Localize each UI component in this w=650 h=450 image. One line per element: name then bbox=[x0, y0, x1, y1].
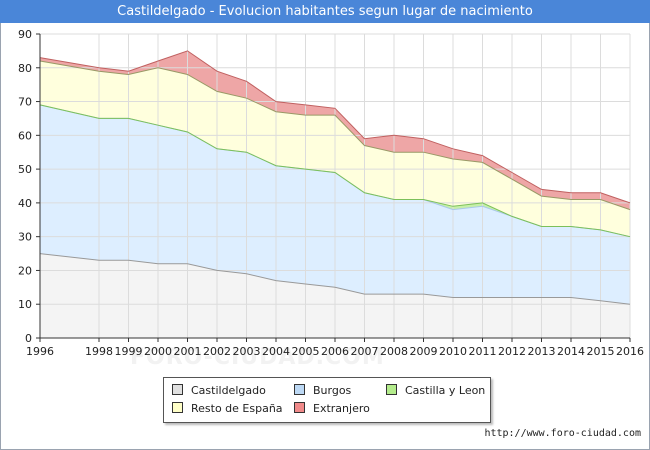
y-tick-label-80: 80 bbox=[18, 62, 32, 75]
line-resto bbox=[39, 60, 631, 211]
legend-label-extranjero: Extranjero bbox=[313, 402, 370, 415]
legend-item-extranjero: Extranjero bbox=[294, 402, 370, 416]
y-tick-label-30: 30 bbox=[18, 231, 32, 244]
x-tick-label-2000: 2000 bbox=[144, 345, 172, 358]
x-tick-label-2001: 2001 bbox=[174, 345, 202, 358]
x-tick-label-2013: 2013 bbox=[528, 345, 556, 358]
x-tick-label-2012: 2012 bbox=[498, 345, 526, 358]
legend-swatch-extranjero bbox=[294, 402, 305, 413]
x-tick-label-1999: 1999 bbox=[115, 345, 143, 358]
y-tick-label-40: 40 bbox=[18, 197, 32, 210]
y-tick-label-10: 10 bbox=[18, 298, 32, 311]
y-tick-label-90: 90 bbox=[18, 28, 32, 41]
x-tick-label-2010: 2010 bbox=[439, 345, 467, 358]
legend-swatch-castilla-leon bbox=[386, 384, 397, 395]
x-tick-label-2008: 2008 bbox=[380, 345, 408, 358]
line-castilla bbox=[39, 104, 631, 238]
legend-swatch-burgos bbox=[294, 384, 305, 395]
y-tick-label-50: 50 bbox=[18, 163, 32, 176]
y-tick-label-0: 0 bbox=[25, 332, 32, 345]
x-tick-label-2015: 2015 bbox=[587, 345, 615, 358]
legend-item-resto: Resto de España bbox=[172, 402, 283, 416]
x-tick-label-2014: 2014 bbox=[557, 345, 585, 358]
line-extranjero bbox=[39, 50, 631, 204]
x-tick-label-2007: 2007 bbox=[351, 345, 379, 358]
x-tick-label-2016: 2016 bbox=[616, 345, 644, 358]
x-tick-label-2009: 2009 bbox=[410, 345, 438, 358]
legend-swatch-resto bbox=[172, 402, 183, 413]
legend-label-castildelgado: Castildelgado bbox=[191, 384, 266, 397]
legend-label-burgos: Burgos bbox=[313, 384, 352, 397]
legend-label-resto: Resto de España bbox=[191, 402, 283, 415]
chart-title: Castildelgado - Evolucion habitantes seg… bbox=[0, 0, 650, 23]
x-tick-label-2004: 2004 bbox=[262, 345, 290, 358]
x-tick-label-1998: 1998 bbox=[85, 345, 113, 358]
y-tick-label-70: 70 bbox=[18, 96, 32, 109]
y-tick-label-60: 60 bbox=[18, 129, 32, 142]
x-tick-label-2005: 2005 bbox=[292, 345, 320, 358]
line-castildelgado bbox=[39, 253, 631, 305]
legend-swatch-castildelgado bbox=[172, 384, 183, 395]
legend: Castildelgado Burgos Castilla y Leon Res… bbox=[163, 377, 491, 423]
legend-item-castildelgado: Castildelgado bbox=[172, 384, 266, 398]
legend-item-castilla-leon: Castilla y Leon bbox=[386, 384, 485, 398]
legend-item-burgos: Burgos bbox=[294, 384, 351, 398]
x-tick-label-2002: 2002 bbox=[203, 345, 231, 358]
watermark-text: FORO-CIUDAD.COM bbox=[130, 345, 385, 370]
x-tick-label-2006: 2006 bbox=[321, 345, 349, 358]
x-tick-label-1996: 1996 bbox=[26, 345, 54, 358]
x-tick-label-2011: 2011 bbox=[469, 345, 497, 358]
x-tick-label-2003: 2003 bbox=[233, 345, 261, 358]
footer-url: http://www.foro-ciudad.com bbox=[484, 428, 641, 439]
y-tick-label-20: 20 bbox=[18, 264, 32, 277]
legend-label-castilla-leon: Castilla y Leon bbox=[405, 384, 486, 397]
